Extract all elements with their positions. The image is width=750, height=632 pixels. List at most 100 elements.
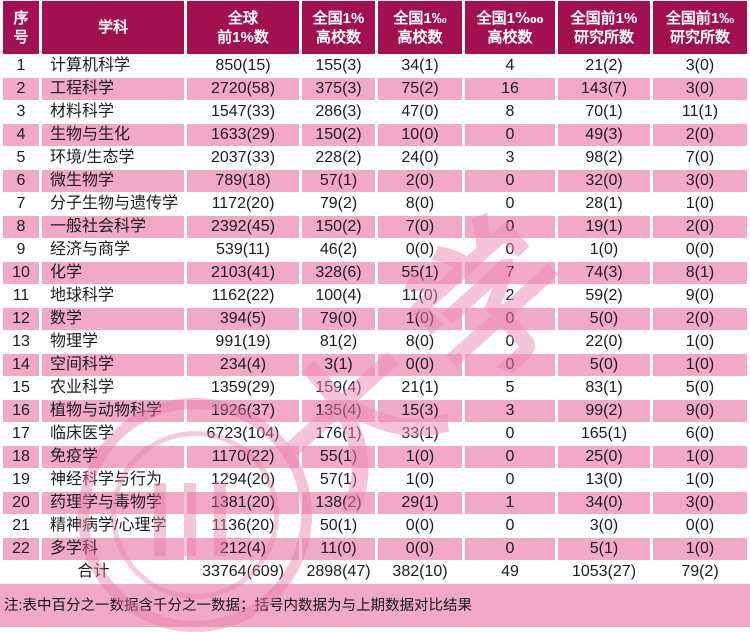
subject-cell: 精神病学/心理学 <box>50 517 167 534</box>
row-number-cell: 17 <box>12 425 30 442</box>
universities-1permille-total-cell: 382(10) <box>378 561 462 583</box>
institutes-1pct-cell: 83(1) <box>585 379 623 396</box>
universities-1permille-cell: 1(0) <box>405 471 435 488</box>
institutes-1permille-cell: 9(0) <box>653 400 747 422</box>
col-header-universities-1permille: 全国1‰ 高校数 <box>378 1 462 54</box>
row-number-cell: 18 <box>3 446 39 468</box>
institutes-1permille-cell: 11(1) <box>681 103 719 120</box>
global-top1pct-cell: 2720(58) <box>187 78 299 100</box>
universities-1pertenthousand-cell: 16 <box>465 78 555 100</box>
global-top1pct-cell: 1162(22) <box>211 287 275 304</box>
institutes-1permille-cell: 3(0) <box>653 78 747 100</box>
header-line: 全球 <box>227 9 258 27</box>
global-top1pct-cell: 2037(33) <box>210 149 276 166</box>
global-top1pct-cell: 850(15) <box>215 57 271 74</box>
institutes-1permille-cell: 9(0) <box>685 287 715 304</box>
row-number-cell: 21 <box>12 517 30 534</box>
universities-1pertenthousand-cell: 0 <box>465 446 555 468</box>
subject-cell: 计算机科学 <box>50 57 131 74</box>
header-line: 前1%数 <box>217 28 269 46</box>
global-top1pct-cell: 1381(20) <box>187 492 299 514</box>
global-top1pct-cell: 1926(37) <box>187 400 299 422</box>
institutes-1pct-cell: 1(0) <box>589 241 619 258</box>
header-line: 序 <box>13 9 29 27</box>
universities-1pct-cell: 57(1) <box>302 170 375 192</box>
table-row: 14 空间科学 234(4) 3(1) 0(0) 0 5(0) 1(0) <box>3 354 747 376</box>
institutes-1pct-cell: 13(0) <box>585 471 623 488</box>
universities-1pertenthousand-cell: 5 <box>505 379 515 396</box>
global-top1pct-cell: 1294(20) <box>210 471 276 488</box>
row-number-cell: 9 <box>16 241 26 258</box>
universities-1pct-cell: 100(4) <box>315 287 362 304</box>
header-line: 号 <box>13 28 29 46</box>
universities-1permille-cell: 11(0) <box>401 287 439 304</box>
universities-1pertenthousand-cell: 0 <box>465 308 555 330</box>
institutes-1pct-cell: 19(1) <box>558 216 650 238</box>
global-top1pct-total-cell: 33764(609) <box>187 561 299 583</box>
table-row: 21 精神病学/心理学 1136(20) 50(1) 0(0) 0 3(0) 0… <box>3 515 747 537</box>
table-row: 6 微生物学 789(18) 57(1) 2(0) 0 32(0) 3(0) <box>3 170 747 192</box>
header-line: 高校数 <box>397 28 443 46</box>
subject-cell: 环境/生态学 <box>50 149 135 166</box>
universities-1permille-cell: 33(1) <box>401 425 439 442</box>
discipline-stats-table: 序 号 学科 全球 前1%数 全国1% 高校数 全国1‰ 高校数 全国1‱ 高校… <box>3 1 747 583</box>
universities-1pct-cell: 50(1) <box>319 517 358 534</box>
institutes-1permille-total-cell: 79(2) <box>653 561 747 583</box>
subject-cell: 药理学与毒物学 <box>42 492 184 514</box>
table-header: 序 号 学科 全球 前1%数 全国1% 高校数 全国1‰ 高校数 全国1‱ 高校… <box>3 1 747 54</box>
subject-cell: 免疫学 <box>42 446 184 468</box>
table-row: 1 计算机科学 850(15) 155(3) 34(1) 4 21(2) 3(0… <box>3 55 747 77</box>
universities-1permille-cell: 2(0) <box>378 170 462 192</box>
universities-1pct-cell: 46(2) <box>319 241 358 258</box>
universities-1permille-cell: 47(0) <box>401 103 439 120</box>
col-header-institutes-1permille: 全国前1‰ 研究所数 <box>653 1 747 54</box>
subject-cell: 分子生物与遗传学 <box>50 195 179 212</box>
universities-1pertenthousand-cell: 0 <box>505 241 515 258</box>
row-number-cell: 15 <box>12 379 30 396</box>
header-line: 全国前1% <box>570 9 638 27</box>
universities-1pct-cell: 135(4) <box>302 400 375 422</box>
institutes-1permille-cell: 2(0) <box>653 216 747 238</box>
institutes-1permille-cell: 3(0) <box>653 492 747 514</box>
row-number-cell: 8 <box>3 216 39 238</box>
global-top1pct-cell: 1170(22) <box>187 446 299 468</box>
universities-1permille-cell: 15(3) <box>378 400 462 422</box>
universities-1pertenthousand-cell: 2 <box>505 287 515 304</box>
institutes-1pct-cell: 99(2) <box>558 400 650 422</box>
universities-1pct-cell: 57(1) <box>319 471 358 488</box>
global-top1pct-cell: 789(18) <box>187 170 299 192</box>
global-top1pct-cell: 212(4) <box>187 538 299 560</box>
institutes-1permille-cell: 7(0) <box>685 149 715 166</box>
header-line: 研究所数 <box>669 28 730 46</box>
institutes-1permille-cell: 3(0) <box>653 170 747 192</box>
subject-cell: 生物与生化 <box>42 124 184 146</box>
institutes-1permille-cell: 1(0) <box>653 354 747 376</box>
header-line: 全国1‱ <box>476 9 544 27</box>
universities-1pct-cell: 3(1) <box>302 354 375 376</box>
row-number-cell: 1 <box>16 57 26 74</box>
universities-1pertenthousand-cell: 3 <box>505 149 515 166</box>
row-number-cell: 13 <box>12 333 30 350</box>
global-top1pct-cell: 1136(20) <box>211 517 275 534</box>
col-header-universities-1pertenthousand: 全国1‱ 高校数 <box>465 1 555 54</box>
universities-1pct-cell: 328(6) <box>302 262 375 284</box>
row-number-cell: 4 <box>3 124 39 146</box>
header-line: 全国前1‰ <box>665 9 735 27</box>
institutes-1pct-total-cell: 1053(27) <box>558 561 650 583</box>
institutes-1permille-cell: 1(0) <box>653 538 747 560</box>
institutes-1pct-cell: 22(0) <box>585 333 623 350</box>
header-line: 学科 <box>97 19 128 36</box>
table-row: 15 农业科学 1359(29) 159(4) 21(1) 5 83(1) 5(… <box>3 377 747 399</box>
institutes-1pct-cell: 98(2) <box>585 149 623 166</box>
universities-1pertenthousand-cell: 3 <box>465 400 555 422</box>
row-number-cell: 16 <box>3 400 39 422</box>
col-header-no: 序 号 <box>3 1 39 54</box>
universities-1permille-cell: 1(0) <box>378 446 462 468</box>
table-row: 8 一般社会科学 2392(45) 150(2) 7(0) 0 19(1) 2(… <box>3 216 747 238</box>
universities-1pct-cell: 79(0) <box>302 308 375 330</box>
header-line: 研究所数 <box>573 28 634 46</box>
header-line: 高校数 <box>315 28 361 46</box>
institutes-1pct-cell: 3(0) <box>589 517 619 534</box>
row-number-cell: 7 <box>16 195 26 212</box>
universities-1pertenthousand-cell: 1 <box>465 492 555 514</box>
